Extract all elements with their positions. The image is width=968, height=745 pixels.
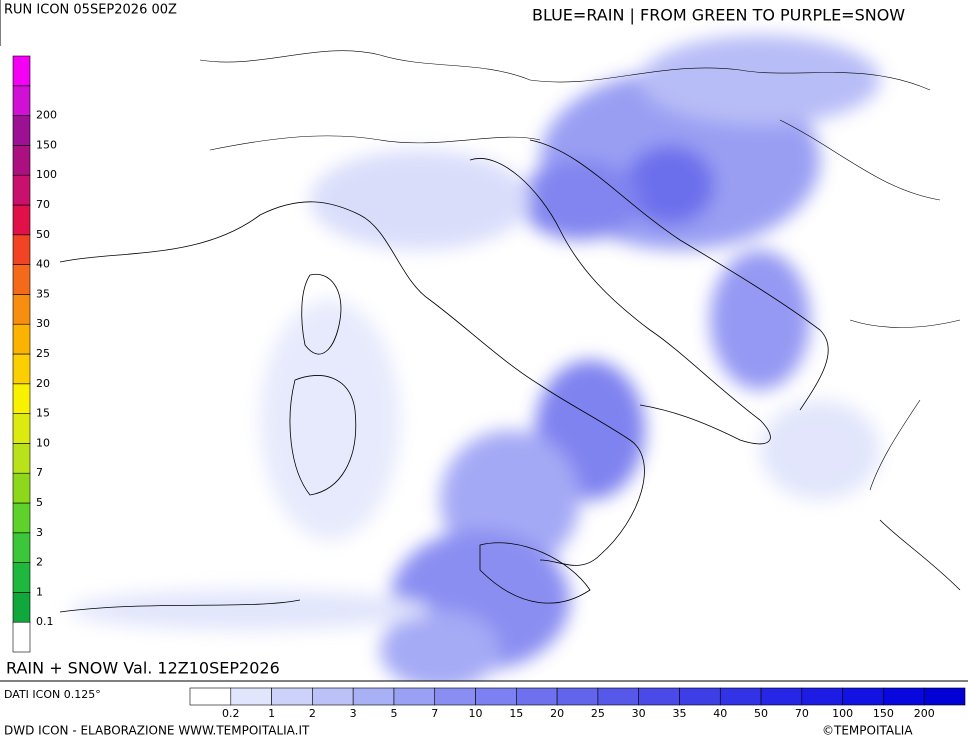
- scale-label: 7: [431, 707, 438, 720]
- precipitation-field: [70, 35, 880, 690]
- coastlines: [59, 139, 961, 613]
- scale-label: 25: [591, 707, 605, 720]
- legend-title: BLUE=RAIN | FROM GREEN TO PURPLE=SNOW: [532, 6, 905, 25]
- color-swatch: [12, 502, 31, 534]
- valid-label: RAIN + SNOW Val. 12Z10SEP2026: [6, 659, 280, 678]
- scale-label: 3: [36, 526, 43, 539]
- color-swatch: [271, 687, 313, 706]
- color-swatch: [12, 413, 31, 444]
- color-swatch: [393, 687, 436, 706]
- color-swatch: [12, 562, 31, 593]
- color-swatch: [12, 592, 31, 623]
- color-swatch: [230, 687, 272, 706]
- color-swatch: [556, 687, 599, 706]
- run-label: RUN ICON 05SEP2026 00Z: [4, 3, 177, 18]
- scale-label: 2: [309, 707, 316, 720]
- color-swatch: [883, 687, 925, 706]
- color-swatch: [12, 443, 31, 474]
- borders: [199, 50, 961, 491]
- data-source: DATI ICON 0.125°: [4, 688, 101, 701]
- scale-label: 0.1: [36, 615, 54, 628]
- color-swatch: [12, 174, 31, 206]
- valid-box: [0, 658, 320, 680]
- color-swatch: [12, 115, 31, 146]
- scale-label: 150: [36, 138, 57, 151]
- color-swatch: [679, 687, 721, 706]
- scale-label: 70: [795, 707, 809, 720]
- color-swatch: [638, 687, 680, 706]
- color-swatch: [12, 532, 31, 563]
- color-swatch: [312, 687, 354, 706]
- scale-label: 1: [36, 585, 43, 598]
- color-swatch: [12, 383, 31, 414]
- color-swatch: [12, 264, 31, 295]
- color-swatch: [12, 55, 31, 87]
- scale-label: 150: [873, 707, 894, 720]
- color-swatch: [923, 687, 966, 706]
- rain-colorbar: 0.2 1 2 3 5 7 10 15 20 25 30 35 40 50 70 100 150 200: [189, 687, 966, 720]
- scale-label: 5: [390, 707, 397, 720]
- color-swatch: [801, 687, 843, 706]
- credit: DWD ICON - ELABORAZIONE WWW.TEMPOITALIA.…: [4, 724, 310, 738]
- color-swatch: [12, 621, 31, 653]
- scale-label: 2: [36, 556, 43, 569]
- color-swatch: [352, 687, 395, 706]
- color-swatch: [12, 204, 31, 236]
- color-swatch: [434, 687, 476, 706]
- scale-label: 7: [36, 466, 43, 479]
- brand: ©TEMPOITALIA: [822, 724, 913, 738]
- scale-label: 25: [36, 347, 50, 360]
- scale-label: 35: [672, 707, 686, 720]
- color-swatch: [12, 234, 31, 265]
- scale-label: 30: [36, 317, 50, 330]
- scale-label: 200: [914, 707, 935, 720]
- color-swatch: [842, 687, 884, 706]
- color-swatch: [12, 294, 31, 325]
- scale-label: 0.2: [222, 707, 240, 720]
- scale-label: 40: [36, 258, 50, 271]
- scale-label: 100: [36, 168, 57, 181]
- scale-label: 20: [550, 707, 564, 720]
- scale-label: 50: [36, 228, 50, 241]
- color-swatch: [12, 85, 31, 116]
- scale-label: 100: [832, 707, 853, 720]
- scale-label: 15: [36, 407, 50, 420]
- color-swatch: [12, 472, 31, 504]
- scale-label: 20: [36, 377, 50, 390]
- scale-label: 50: [754, 707, 768, 720]
- color-swatch: [12, 145, 31, 176]
- scale-label: 10: [36, 436, 50, 449]
- scale-label: 200: [36, 109, 57, 122]
- scale-label: 35: [36, 287, 50, 300]
- scale-label: 70: [36, 198, 50, 211]
- color-swatch: [12, 323, 31, 355]
- color-swatch: [475, 687, 517, 706]
- scale-label: 5: [36, 496, 43, 509]
- color-swatch: [189, 687, 232, 706]
- color-swatch: [597, 687, 639, 706]
- scale-label: 1: [268, 707, 275, 720]
- scale-label: 40: [713, 707, 727, 720]
- scale-label: 3: [350, 707, 357, 720]
- scale-label: 10: [469, 707, 483, 720]
- header-box: [0, 0, 530, 26]
- color-swatch: [719, 687, 762, 706]
- scale-label: 15: [509, 707, 523, 720]
- color-swatch: [760, 687, 803, 706]
- color-swatch: [12, 353, 31, 385]
- color-swatch: [516, 687, 558, 706]
- scale-label: 30: [632, 707, 646, 720]
